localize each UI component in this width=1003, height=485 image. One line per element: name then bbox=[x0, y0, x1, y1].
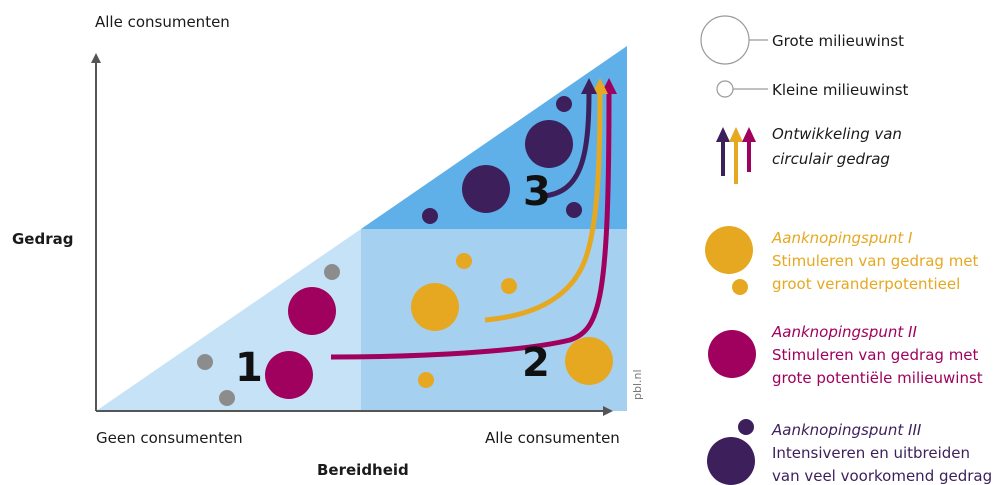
legend-point2-line2: grote potentiële milieuwinst bbox=[772, 369, 983, 387]
grey-circle bbox=[197, 354, 213, 370]
orange-circle bbox=[456, 253, 472, 269]
y-axis-title: Gedrag bbox=[12, 230, 73, 248]
legend-arrow-purple-head bbox=[716, 127, 730, 142]
legend-point1-title: Aanknopingspunt I bbox=[771, 229, 913, 247]
magenta-development-curve bbox=[330, 91, 612, 360]
orange-circle bbox=[418, 372, 434, 388]
purple-development-curve bbox=[543, 91, 592, 199]
purple-circle bbox=[422, 208, 438, 224]
legend-point1-line2: groot veranderpotentieel bbox=[772, 275, 960, 293]
grey-circle bbox=[324, 264, 340, 280]
zone-3-area bbox=[361, 46, 627, 229]
legend-small-label: Kleine milieuwinst bbox=[772, 81, 909, 99]
legend-development-line2: circulair gedrag bbox=[772, 150, 890, 168]
legend-small-circle bbox=[716, 80, 734, 98]
legend-development-line1: Ontwikkeling van bbox=[772, 125, 902, 143]
purple-circle bbox=[556, 96, 572, 112]
purple-circle bbox=[462, 165, 510, 213]
purple-circle bbox=[566, 202, 582, 218]
magenta-circle bbox=[288, 287, 336, 335]
legend-point2-circle bbox=[708, 330, 756, 378]
legend-point3-line2: van veel voorkomend gedrag bbox=[772, 467, 992, 485]
orange-development-curve bbox=[484, 91, 603, 323]
x-axis-title: Bereidheid bbox=[317, 461, 409, 479]
legend-point1-small bbox=[732, 279, 748, 295]
grey-circle bbox=[219, 390, 235, 406]
zone-number-2: 2 bbox=[522, 340, 550, 386]
legend-point1-line1: Stimuleren van gedrag met bbox=[772, 252, 979, 270]
orange-circle bbox=[565, 337, 613, 385]
orange-arrowhead bbox=[592, 78, 608, 94]
magenta-circle bbox=[265, 351, 313, 399]
legend-point3-large bbox=[707, 437, 755, 485]
legend-point2-title: Aanknopingspunt II bbox=[771, 323, 917, 341]
zone-number-3: 3 bbox=[523, 169, 551, 215]
legend-large-label: Grote milieuwinst bbox=[772, 32, 904, 50]
legend-large-circle bbox=[700, 15, 750, 65]
orange-circle bbox=[411, 283, 459, 331]
legend-point3-small bbox=[738, 419, 754, 435]
watermark: pbl.nl bbox=[631, 369, 644, 400]
purple-arrowhead bbox=[581, 78, 597, 94]
y-axis-top-label: Alle consumenten bbox=[95, 13, 230, 31]
legend-arrow-magenta-head bbox=[742, 127, 756, 142]
legend-point2-line1: Stimuleren van gedrag met bbox=[772, 346, 979, 364]
legend-arrow-orange-head bbox=[729, 127, 743, 142]
legend-point1-large bbox=[705, 226, 753, 274]
zone-number-1: 1 bbox=[235, 345, 263, 391]
x-axis-right-label: Alle consumenten bbox=[485, 429, 620, 447]
purple-circle bbox=[525, 120, 573, 168]
legend-point3-title: Aanknopingspunt III bbox=[771, 421, 922, 439]
orange-circle bbox=[501, 278, 517, 294]
legend-point3-line1: Intensiveren en uitbreiden bbox=[772, 444, 970, 462]
x-axis-left-label: Geen consumenten bbox=[96, 429, 243, 447]
